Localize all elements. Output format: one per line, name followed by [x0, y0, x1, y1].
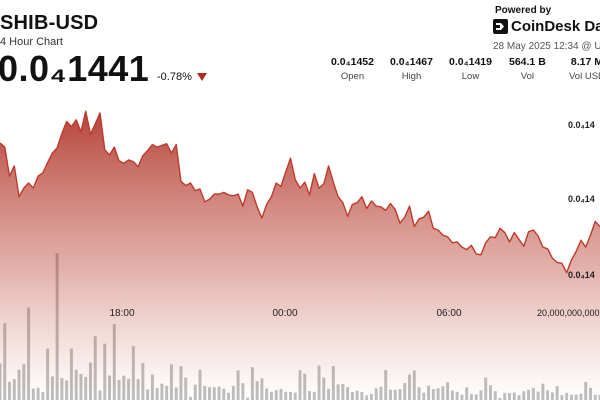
y-axis-ticks: 0.0₄14 0.0₄14 0.0₄14 — [568, 120, 595, 280]
page-title: SHIB-USD — [0, 12, 99, 34]
brand-name: CoinDesk Data — [511, 18, 600, 35]
stat-label: High — [401, 71, 422, 82]
price-line — [0, 110, 600, 274]
y-tick-label: 0.0₄14 — [568, 120, 595, 130]
stat-low: 0.0₄1419 Low — [449, 56, 492, 82]
stat-value: 564.1 B — [509, 56, 546, 68]
stat-vol: 564.1 B Vol — [509, 56, 546, 82]
timestamp: 28 May 2025 12:34 @ UTC — [493, 41, 600, 52]
current-price: 0.0₄1441 — [0, 48, 150, 89]
x-tick-label: 06:00 — [436, 308, 461, 319]
stat-label: Vol — [520, 71, 534, 82]
stat-value: 8.17 M — [570, 56, 600, 68]
stat-value: 0.0₄1452 — [331, 56, 374, 68]
brand-logo[interactable]: CoinDesk Data — [493, 18, 600, 35]
stat-label: Vol USD — [569, 71, 600, 82]
stat-label: Open — [340, 71, 365, 82]
price-change: -0.78% — [157, 71, 192, 83]
x-axis-ticks: 18:00 00:00 06:00 — [109, 308, 461, 319]
x-tick-label: 18:00 — [109, 308, 134, 319]
stat-value: 0.0₄1467 — [390, 56, 433, 68]
x-tick-label: 00:00 — [272, 308, 297, 319]
price-area — [0, 111, 600, 400]
stat-high: 0.0₄1467 High — [390, 56, 433, 82]
stat-label: Low — [461, 71, 480, 82]
down-arrow-icon — [197, 73, 207, 81]
y-tick-label: 0.0₄14 — [568, 270, 595, 280]
powered-by-label: Powered by — [495, 5, 552, 16]
y-tick-label: 0.0₄14 — [568, 194, 595, 204]
coindesk-logo-icon — [493, 19, 508, 34]
stat-value: 0.0₄1419 — [449, 56, 492, 68]
chart-subtitle: 4 Hour Chart — [0, 36, 63, 48]
stat-open: 0.0₄1452 Open — [331, 56, 374, 82]
stat-vol-usd: 8.17 M Vol USD — [569, 56, 600, 82]
volume-axis-tick: 20,000,000,000 — [537, 308, 600, 318]
